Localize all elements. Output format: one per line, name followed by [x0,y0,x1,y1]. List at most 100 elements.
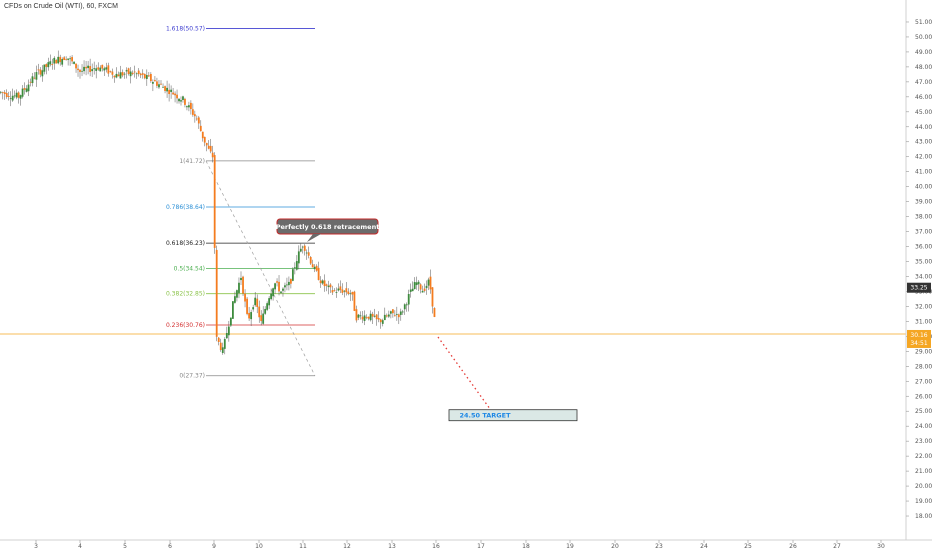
candle-body [53,57,56,64]
candle-body [240,277,242,281]
candle-body [293,267,296,269]
candle-body [29,81,32,83]
candle-body [219,342,222,351]
candle-body [176,94,178,99]
target-arrow [437,336,499,421]
candle-body [0,91,2,93]
candle-body [431,287,434,307]
x-tick-label: 23 [655,543,663,550]
candle-body [290,279,292,284]
candle-body [47,62,50,68]
candle-body [131,72,134,75]
candle-body [417,281,420,285]
candle-body [33,77,36,79]
candle-body [158,84,160,88]
candle-body [284,285,286,288]
candle-body [37,69,40,71]
candle-body [375,314,378,320]
candle-body [381,320,384,324]
candle-body [107,65,110,74]
candle-body [399,311,402,315]
candle-body [391,309,394,314]
candle-body [353,291,356,311]
target-label: 24.50 TARGET [460,412,512,420]
x-tick-label: 10 [255,543,263,550]
y-tick-label: 18.00 [915,513,932,520]
y-tick-label: 38.00 [915,214,932,221]
candle-body [383,314,386,321]
candle-body [77,68,79,71]
candle-body [319,280,322,284]
candle-body [121,72,124,76]
candle-body [19,95,22,99]
candle-body [119,72,122,79]
candle-body [11,95,14,101]
candle-body [327,285,330,288]
candle-body [244,293,246,302]
candle-body [341,289,344,293]
candle-body [95,68,98,71]
candle-body [17,92,20,98]
candle-body [39,69,42,75]
candle-body [339,286,342,290]
fibonacci-retracement: 1.618(50.57) 1(41.72) 0.786(38.64) 0.618(36… [166,25,316,380]
candle-body [246,298,248,314]
candle-body [145,75,148,79]
candle-body [401,311,404,313]
x-axis: 3 4 5 6 9 10 11 12 13 16 17 18 19 20 23 24 25 26 27 30 [34,540,885,550]
candle-body [7,95,10,97]
last-close-label: 33.25 [910,285,927,292]
candle-body [125,70,128,72]
y-tick-label: 46.00 [915,94,932,101]
candle-body [1,92,4,94]
candle-body [433,308,436,317]
candle-body [413,282,416,290]
candle-body [227,326,230,336]
candle-body [164,86,166,91]
candle-body [252,307,255,310]
annotation-pointer [307,234,321,242]
candle-body [250,312,253,320]
candle-body [343,290,346,292]
candle-body [191,109,194,115]
candle-body [172,92,174,95]
candle-body [329,284,332,288]
candle-body [168,89,170,95]
candle-body [143,74,146,79]
candle-body [337,288,340,291]
candle-body [5,93,8,98]
candle-body [154,80,156,82]
candle-body [397,314,400,318]
candle-body [423,288,426,291]
candle-body [35,72,38,80]
candle-body [415,282,418,286]
candle-body [351,291,354,295]
target-box [448,409,578,422]
candle-body [113,75,116,78]
candle-body [301,246,304,248]
x-tick-label: 9 [212,543,216,550]
x-tick-label: 12 [343,543,351,550]
y-tick-label: 23.00 [915,438,932,445]
candle-body [254,297,257,306]
candle-body [186,106,188,108]
x-tick-label: 3 [34,543,38,550]
candle-body [79,69,81,72]
candle-body [309,256,312,264]
candle-body [67,58,70,60]
candle-body [363,315,366,321]
candle-body [215,249,218,337]
candle-body [201,131,204,139]
x-tick-label: 16 [432,543,440,550]
candle-body [207,145,210,149]
y-tick-label: 48.00 [915,64,932,71]
candle-body [139,73,142,76]
x-tick-label: 19 [566,543,574,550]
candle-body [205,142,208,146]
candle-body [180,100,182,102]
candle-body [99,67,102,72]
candle-body [97,67,100,70]
candle-body [45,64,48,67]
candle-body [135,73,138,75]
